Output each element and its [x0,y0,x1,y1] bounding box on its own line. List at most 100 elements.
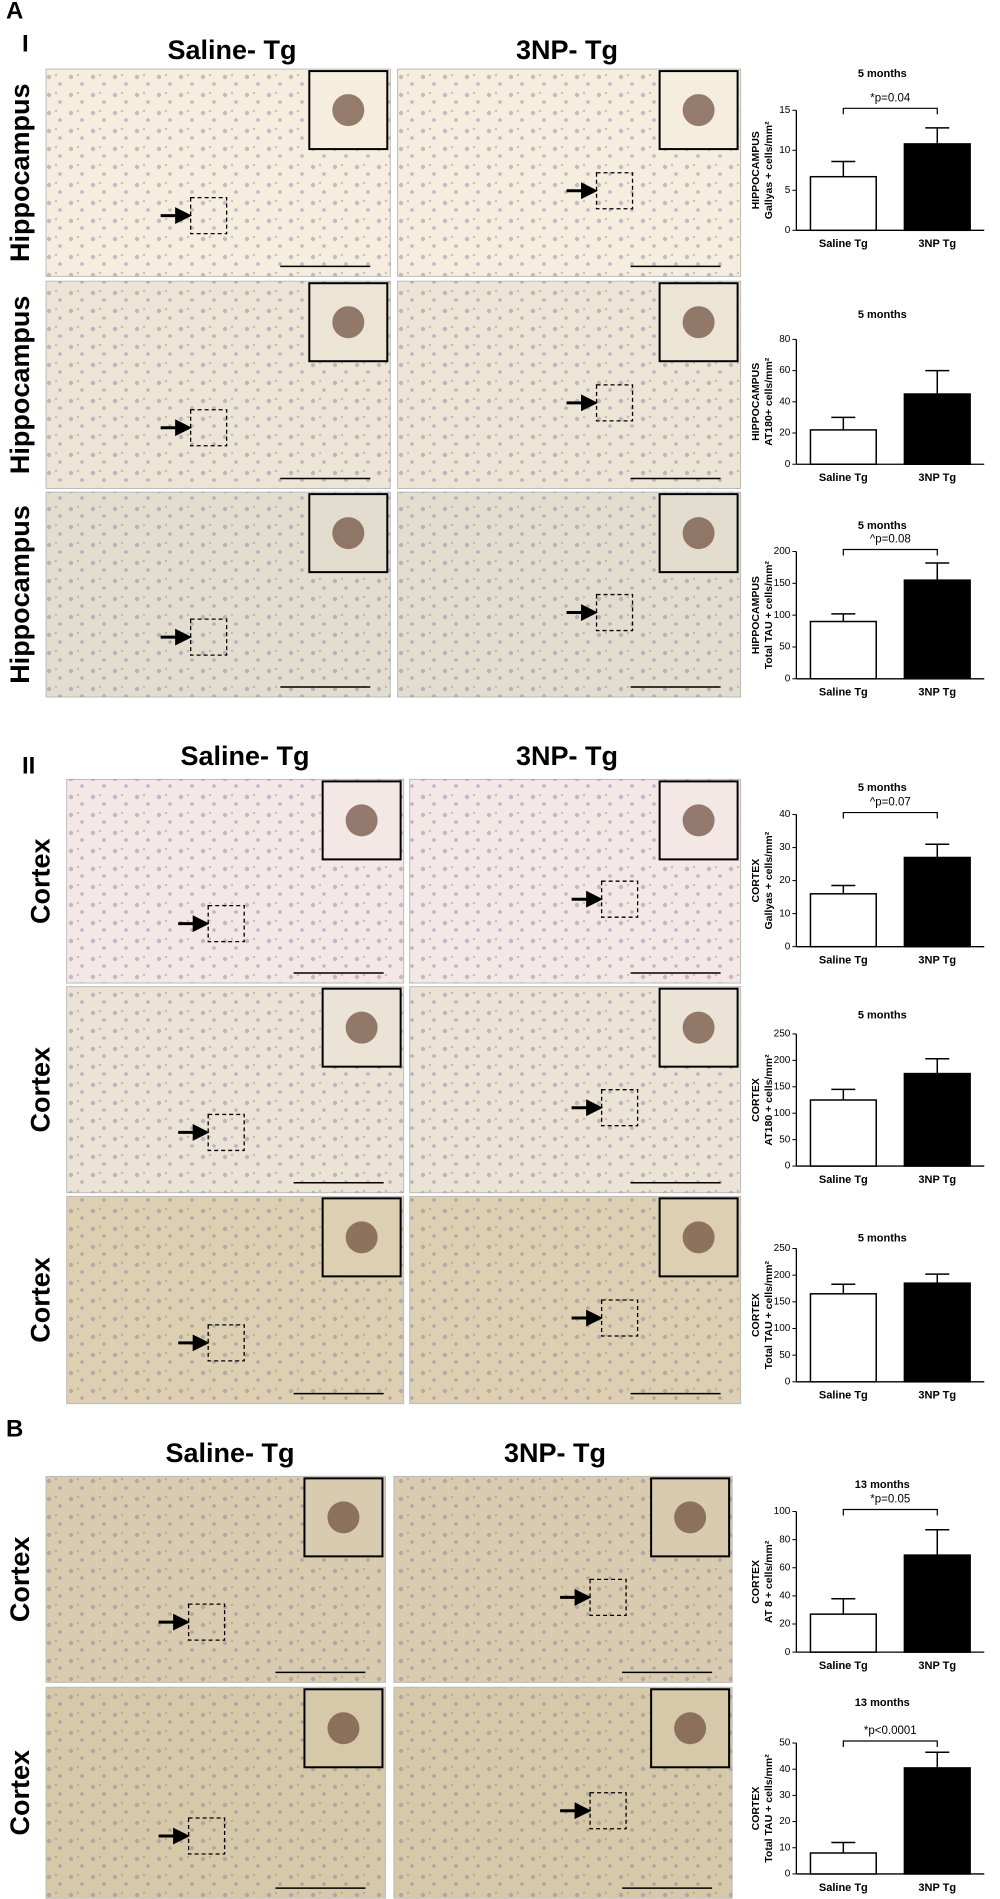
arrow [178,1123,210,1141]
bar [903,143,971,232]
panel-label: I [22,30,29,57]
y-tick-label: 250 [774,1029,791,1040]
significance-bracket [842,1508,938,1516]
y-tick-label: 0 [785,1869,791,1880]
arrow [160,207,192,225]
x-tick-label: 3NP Tg [918,472,956,484]
bar [809,893,877,948]
y-tick-label: 40 [779,1764,791,1775]
y-tick-label: 5 [785,185,791,196]
y-tick-label: 200 [774,1055,791,1066]
y-tick-label: 0 [785,941,791,952]
arrow [566,182,598,200]
y-tick-label: 0 [785,225,791,236]
x-tick-label: 3NP Tg [918,1390,956,1402]
x-tick-label: Saline Tg [819,1390,868,1402]
significance-label: ^p=0.07 [870,797,911,809]
y-axis-label: AT 8 + cells/mm² [763,1540,775,1623]
x-tick-label: 3NP Tg [918,238,956,250]
inset-cell [345,1011,378,1044]
arrow [158,1827,190,1845]
significance-bracket [842,1740,938,1748]
y-tick-label: 0 [785,1376,791,1387]
chart-title: 5 months [858,782,907,794]
chart-title: 5 months [858,68,907,80]
column-header: 3NP- Tg [504,1438,606,1468]
chart-title: 13 months [855,1697,910,1709]
bar [809,175,877,232]
arrow [160,419,192,437]
x-tick-label: Saline Tg [819,687,868,699]
row-label: Hippocampus [5,505,35,684]
y-tick-label: 40 [779,1591,791,1602]
y-axis-label: Gallyas + cells/mm² [763,831,775,929]
bar [903,856,971,948]
significance-bracket [842,107,938,115]
y-tick-label: 40 [779,809,791,820]
significance-label: ^p=0.08 [870,534,911,546]
chart-title: 13 months [855,1479,910,1491]
x-tick-label: Saline Tg [819,1174,868,1186]
y-axis-label: Total TAU + cells/mm² [763,560,775,669]
arrow [560,1802,592,1820]
bar [809,429,877,465]
y-tick-label: 50 [779,1134,791,1145]
y-tick-label: 80 [779,334,791,345]
y-tick-label: 200 [774,1270,791,1281]
inset-cell [345,1221,378,1254]
row-label: Hippocampus [5,83,35,262]
y-tick-label: 100 [774,1506,791,1517]
arrow [571,890,603,908]
bar [903,1072,971,1167]
y-tick-label: 10 [779,908,791,919]
x-tick-label: Saline Tg [819,238,868,250]
y-axis-label: Gallyas + cells/mm² [763,121,775,219]
arrow [560,1588,592,1606]
y-tick-label: 50 [779,642,791,653]
inset-cell [327,1712,360,1745]
y-tick-label: 10 [779,145,791,156]
arrow [158,1613,190,1631]
y-axis-label: HIPPOCAMPUS [750,576,762,654]
arrow [571,1099,603,1117]
inset-cell [682,804,715,837]
bar [809,1852,877,1875]
y-tick-label: 200 [774,546,791,557]
bar [903,1767,971,1875]
y-axis-label: HIPPOCAMPUS [750,363,762,441]
y-axis-label: CORTEX [750,1078,762,1122]
chart-title: 5 months [858,520,907,532]
panel-label: B [6,1415,23,1442]
row-label: Hippocampus [5,296,35,475]
inset-cell [682,517,715,550]
significance-bracket [842,811,938,819]
inset-cell [682,94,715,127]
arrow [178,915,210,933]
column-header: Saline- Tg [165,1438,294,1468]
bar [809,1293,877,1383]
y-tick-label: 0 [785,459,791,470]
y-tick-label: 0 [785,1161,791,1172]
x-tick-label: 3NP Tg [918,1882,956,1894]
y-tick-label: 150 [774,578,791,589]
inset [321,987,402,1068]
y-tick-label: 30 [779,842,791,853]
x-tick-label: 3NP Tg [918,1660,956,1672]
row-label: Cortex [26,1047,56,1133]
inset-cell [682,306,715,339]
y-tick-label: 100 [774,1108,791,1119]
chart-title: 5 months [858,1010,907,1022]
y-tick-label: 10 [779,1842,791,1853]
significance-bracket [842,548,938,556]
y-tick-label: 60 [779,365,791,376]
x-tick-label: Saline Tg [819,955,868,967]
row-label: Cortex [5,1750,35,1836]
y-tick-label: 60 [779,1562,791,1573]
y-tick-label: 150 [774,1081,791,1092]
row-label: Cortex [26,838,56,924]
arrow [571,1309,603,1327]
bar [903,1282,971,1383]
y-axis-label: CORTEX [750,1560,762,1604]
arrow [566,604,598,621]
